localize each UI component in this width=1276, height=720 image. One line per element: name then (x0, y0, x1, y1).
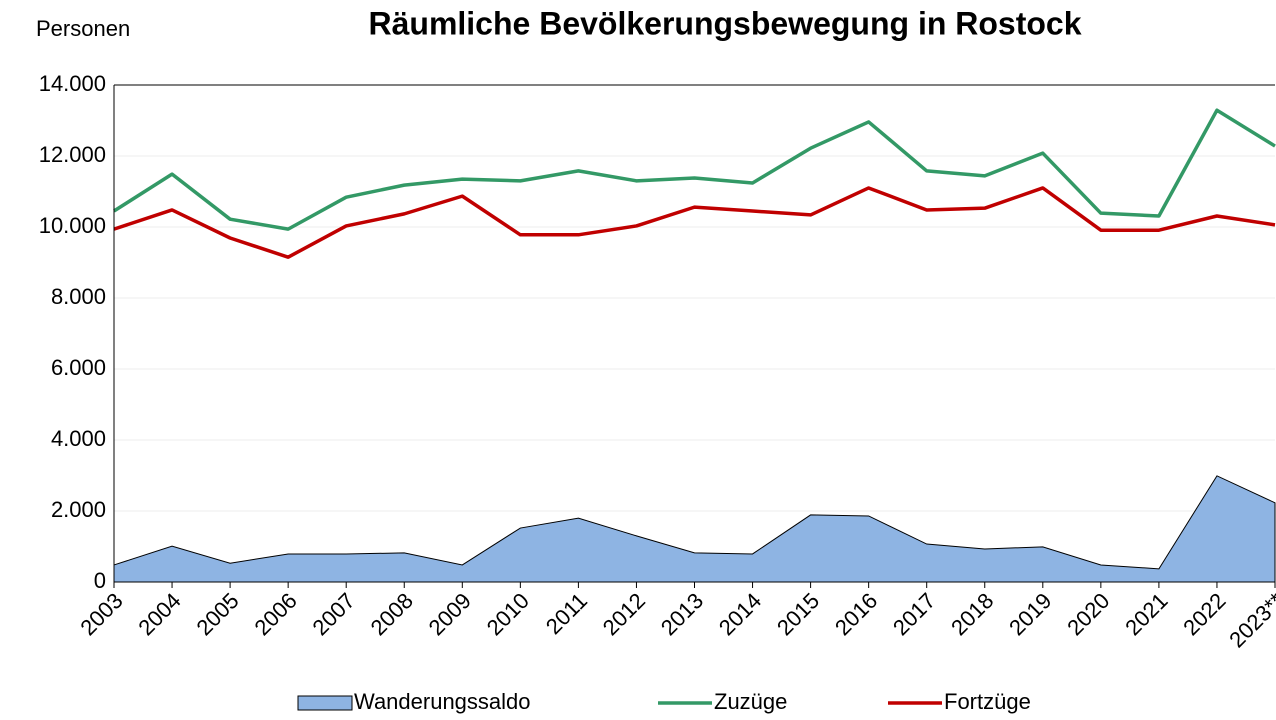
x-tick-label: 2003 (75, 588, 127, 640)
area (113, 475, 1276, 583)
legend-swatch (297, 695, 353, 711)
x-tick-label: 2011 (541, 588, 592, 639)
x-tick-label: 2008 (366, 588, 418, 640)
chart-title: Räumliche Bevölkerungsbewegung in Rostoc… (368, 5, 1081, 41)
x-tick-label: 2021 (1120, 588, 1172, 640)
x-tick-label: 2023** (1224, 588, 1276, 653)
y-tick-label: 4.000 (51, 426, 106, 451)
x-tick-label: 2010 (482, 588, 534, 640)
legend-label: Zuzüge (714, 689, 787, 714)
x-tick-label: 2014 (714, 588, 766, 640)
legend-label: Wanderungssaldo (354, 689, 531, 714)
x-tick-label: 2007 (308, 588, 360, 640)
legend-label: Fortzüge (944, 689, 1031, 714)
x-tick-label: 2017 (888, 588, 940, 640)
x-tick-label: 2015 (772, 588, 824, 640)
x-tick-label: 2013 (656, 588, 708, 640)
y-tick-label: 10.000 (39, 213, 106, 238)
x-tick-label: 2009 (424, 588, 476, 640)
x-tick-label: 2004 (133, 588, 185, 640)
x-tick-label: 2012 (598, 588, 650, 640)
y-tick-label: 8.000 (51, 284, 106, 309)
y-tick-label: 14.000 (39, 71, 106, 96)
x-tick-label: 2016 (830, 588, 882, 640)
line (113, 108, 1276, 231)
x-tick-label: 2005 (191, 588, 243, 640)
y-tick-label: 6.000 (51, 355, 106, 380)
x-tick-label: 2020 (1062, 588, 1114, 640)
line (113, 186, 1276, 259)
y-tick-label: 2.000 (51, 497, 106, 522)
x-tick-label: 2019 (1004, 588, 1056, 640)
y-axis-label: Personen (36, 16, 130, 41)
x-tick-label: 2022 (1178, 588, 1230, 640)
x-tick-label: 2018 (946, 588, 998, 640)
x-tick-label: 2006 (250, 588, 302, 640)
y-tick-label: 0 (94, 568, 106, 593)
y-tick-label: 12.000 (39, 142, 106, 167)
